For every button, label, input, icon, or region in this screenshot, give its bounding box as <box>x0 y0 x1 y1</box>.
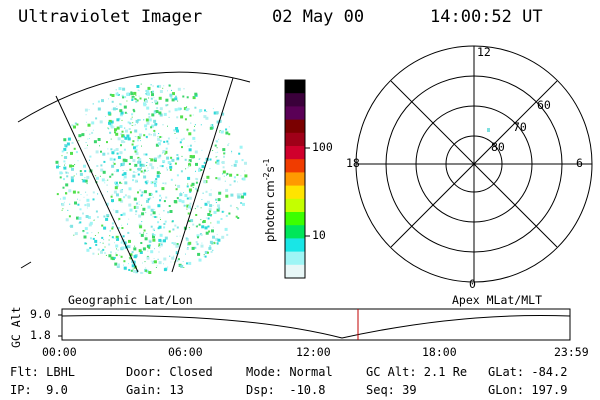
colorbar-tick-100: 100 <box>312 140 333 154</box>
gc-alt-info: GC Alt: 2.1 Re <box>366 365 468 379</box>
timeline-x-tick-2359: 23:59 <box>554 345 589 359</box>
mlat-label-70: 70 <box>513 120 527 134</box>
glon-info: GLon: 197.9 <box>488 383 568 397</box>
timeline-x-tick-0000: 00:00 <box>42 345 77 359</box>
door-info: Door: Closed <box>126 365 213 379</box>
uv-image <box>17 71 251 274</box>
timeline-axis-label: GC Alt <box>9 306 23 348</box>
timeline-y-tick-low: 1.8 <box>30 328 51 342</box>
geographic-label: Geographic Lat/Lon <box>68 293 193 307</box>
glat-info: GLat: -84.2 <box>488 365 568 379</box>
mlat-label-80: 80 <box>491 140 505 154</box>
timeline-x-tick-1200: 12:00 <box>296 345 331 359</box>
aurora-emission-pixels <box>55 83 248 274</box>
colorbar <box>284 79 310 279</box>
timeline-x-tick-0600: 06:00 <box>168 345 203 359</box>
time-label: 14:00:52 UT <box>430 7 543 27</box>
longitude-line-right <box>171 77 234 273</box>
earth-limb-arc <box>17 71 251 123</box>
colorbar-tick-10: 10 <box>312 228 326 242</box>
colorbar-unit-label: photon cm-2s-1 <box>262 158 277 242</box>
seq-info: Seq: 39 <box>366 383 417 397</box>
filter-info: Flt: LBHL <box>10 365 76 379</box>
mlt-label-18: 18 <box>346 156 360 170</box>
dsp-info: Dsp: -10.8 <box>246 383 326 397</box>
mode-info: Mode: Normal <box>246 365 333 379</box>
ip-info: IP: 9.0 <box>10 383 68 397</box>
timeline-x-tick-1800: 18:00 <box>422 345 457 359</box>
instrument-title: Ultraviolet Imager <box>18 7 203 27</box>
polar-plot <box>355 45 593 283</box>
timeline-y-tick-high: 9.0 <box>30 307 51 321</box>
mlt-label-0: 0 <box>469 277 476 291</box>
apex-label: Apex MLat/MLT <box>452 293 543 307</box>
gain-info: Gain: 13 <box>126 383 184 397</box>
tick-mark <box>20 261 32 269</box>
date-label: 02 May 00 <box>272 7 365 27</box>
mlt-label-6: 6 <box>576 156 583 170</box>
altitude-curve <box>61 314 571 339</box>
altitude-timeline <box>58 308 571 341</box>
longitude-line-left <box>55 95 139 273</box>
mlt-label-12: 12 <box>477 45 491 59</box>
mlat-label-60: 60 <box>537 98 551 112</box>
